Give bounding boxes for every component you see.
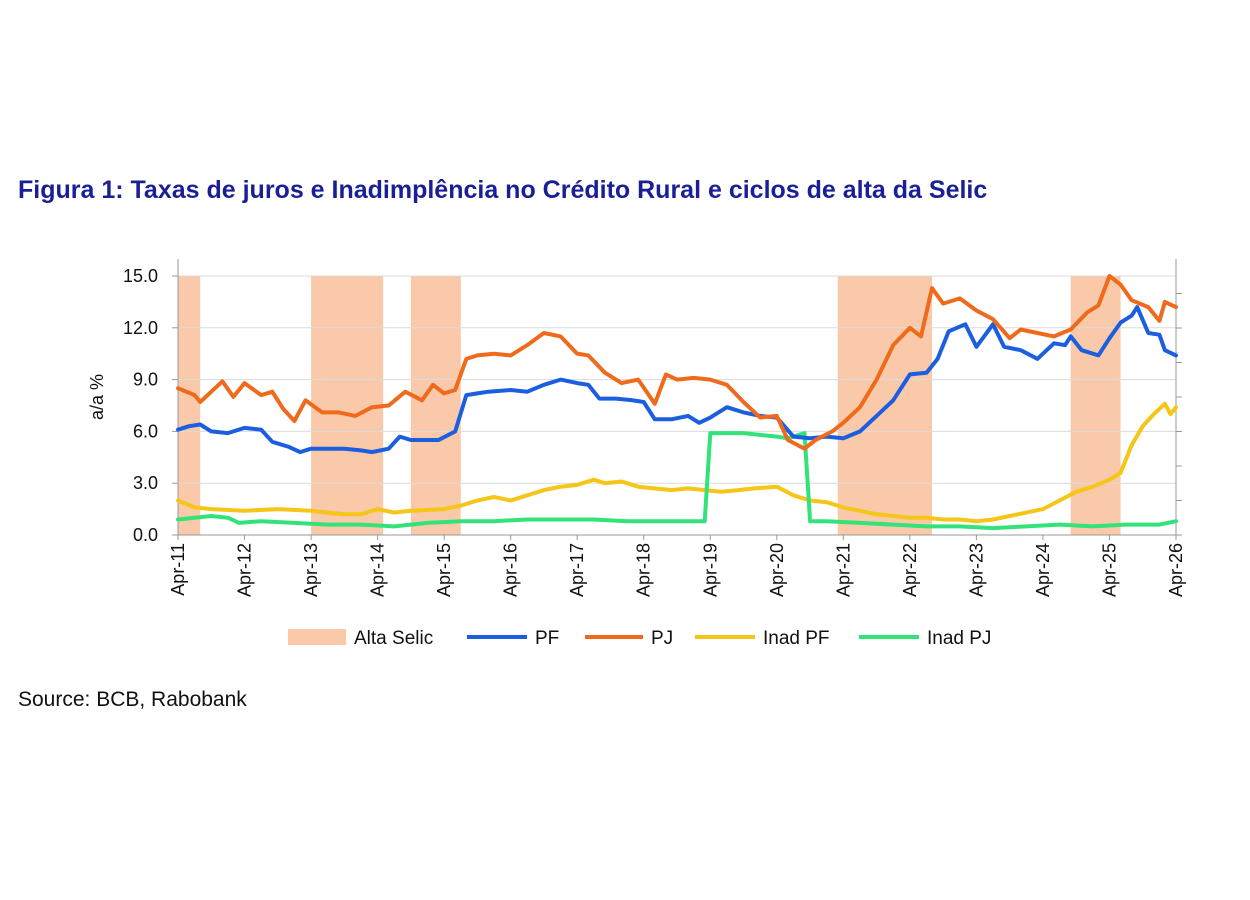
x-tick-label: Apr-22: [900, 543, 920, 597]
series-line-pf: [176, 305, 1178, 455]
x-tick-label: Apr-23: [966, 543, 986, 597]
series-line-pj: [176, 274, 1178, 451]
y-axis-label: a/a %: [87, 374, 107, 420]
x-tick-label: Apr-21: [833, 543, 853, 597]
series-line-inad-pf: [176, 401, 1178, 524]
x-tick-label: Apr-15: [434, 543, 454, 597]
source-note: Source: BCB, Rabobank: [18, 688, 247, 711]
legend-label-inad-pj: Inad PJ: [927, 628, 991, 649]
y-tick-label: 9.0: [133, 370, 158, 390]
gridlines: [172, 275, 1182, 536]
y-tick-label: 12.0: [123, 318, 158, 338]
x-tick-label: Apr-14: [368, 543, 388, 597]
y-tick-labels: 0.0 3.0 6.0 9.0 12.0 15.0: [123, 266, 158, 545]
x-tick-label: Apr-13: [301, 543, 321, 597]
selic-hike-band-1: [178, 276, 201, 535]
legend-label-alta-selic: Alta Selic: [354, 628, 433, 649]
legend-label-pj: PJ: [651, 628, 673, 649]
x-tick-label: Apr-12: [235, 543, 255, 597]
x-tick-label: Apr-20: [767, 543, 787, 597]
x-tick-label: Apr-25: [1099, 543, 1119, 597]
legend-label-pf: PF: [535, 628, 559, 649]
x-tick-label: Apr-24: [1033, 543, 1053, 597]
x-tick-label: Apr-26: [1166, 543, 1186, 597]
series-lines: [176, 274, 1178, 531]
x-tick-label: Apr-18: [634, 543, 654, 597]
x-tick-label: Apr-16: [501, 543, 521, 597]
selic-hike-band-3: [410, 276, 461, 535]
chart-title: Figura 1: Taxas de juros e Inadimplência…: [18, 176, 988, 204]
x-tick-label: Apr-19: [700, 543, 720, 597]
selic-shading: [178, 276, 1121, 535]
x-tick-label: Apr-17: [567, 543, 587, 597]
legend-swatch-alta-selic: [288, 629, 346, 645]
y-tick-label: 3.0: [133, 473, 158, 493]
x-tick-label: Apr-11: [168, 543, 188, 596]
x-tick-labels: Apr-11 Apr-12 Apr-13 Apr-14 Apr-15 Apr-16 Apr-…: [168, 535, 1186, 597]
legend-label-inad-pf: Inad PF: [763, 628, 830, 649]
y-tick-label: 0.0: [133, 525, 158, 545]
series-line-inad-pj: [176, 431, 1178, 531]
y-tick-label: 15.0: [123, 266, 158, 286]
legend: Alta Selic PF PJ Inad PF Inad PJ: [288, 628, 991, 649]
y-tick-label: 6.0: [133, 421, 158, 441]
selic-hike-band-5: [1070, 276, 1121, 535]
